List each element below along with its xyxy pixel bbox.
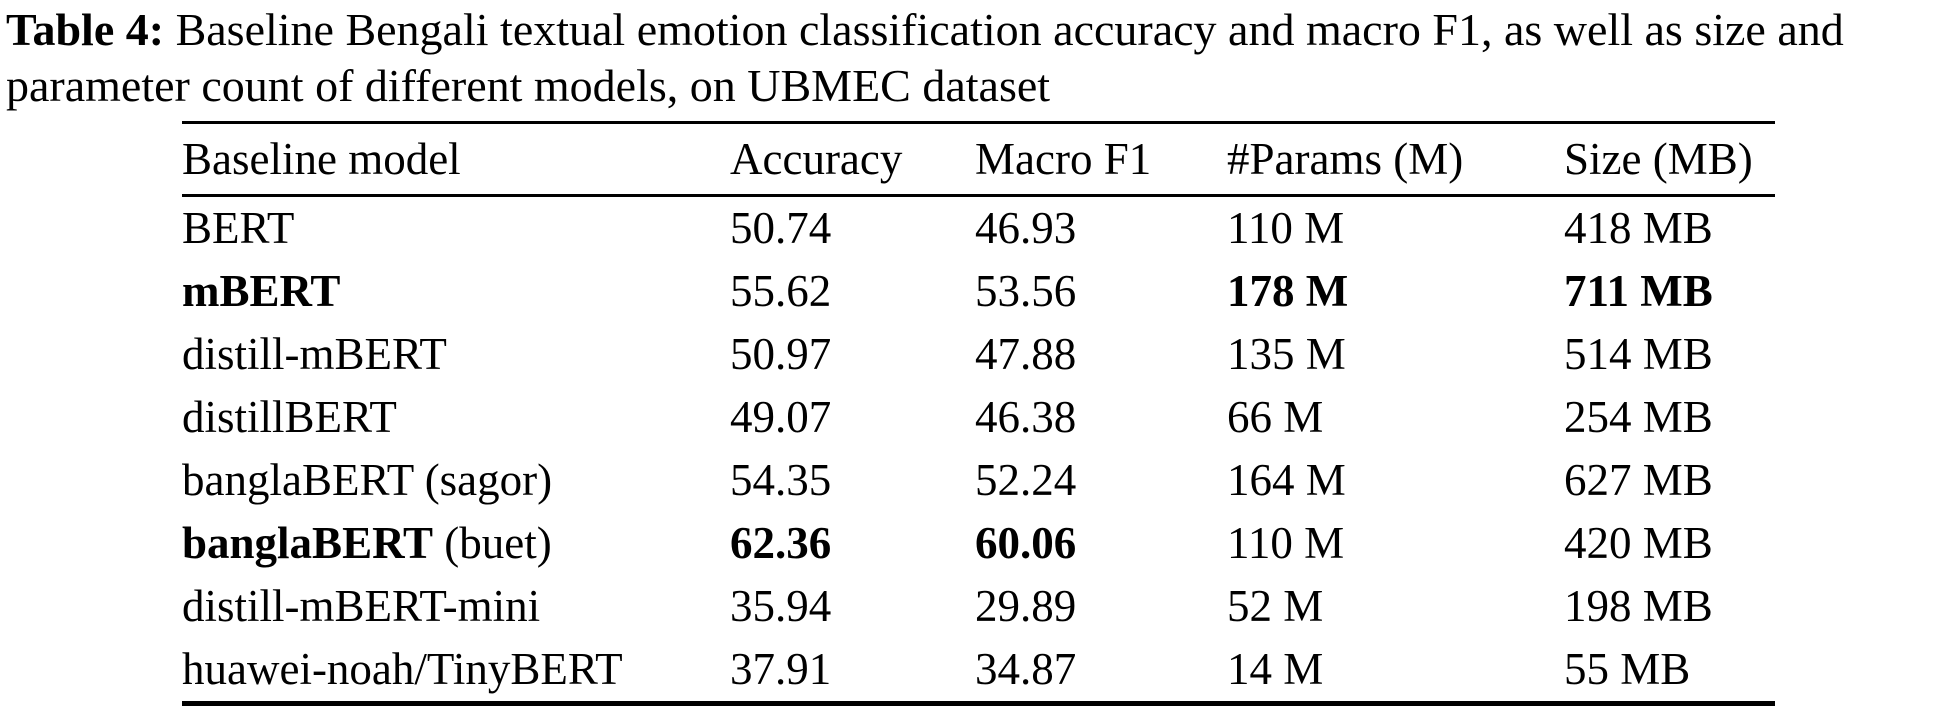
macro-f1-cell: 60.06 [975,518,1077,568]
macro-f1-cell: 47.88 [975,329,1077,379]
model-cell: huawei-noah/TinyBERT [182,638,730,701]
baseline-results-table: Baseline model Accuracy Macro F1 #Params… [182,121,1775,706]
params-cell: 110 M [1227,203,1345,253]
table-row: distill-mBERT 50.97 47.88 135 M 514 MB [182,323,1775,386]
table-row: distillBERT 49.07 46.38 66 M 254 MB [182,386,1775,449]
table-row: distill-mBERT-mini 35.94 29.89 52 M 198 … [182,575,1775,638]
table-header-rule [182,194,1775,197]
table-row: banglaBERT (buet) 62.36 60.06 110 M 420 … [182,512,1775,575]
model-name: (buet) [433,518,552,568]
model-cell: distillBERT [182,386,730,449]
table-row: banglaBERT (sagor) 54.35 52.24 164 M 627… [182,449,1775,512]
size-cell: 418 MB [1564,203,1713,253]
size-cell: 514 MB [1564,329,1713,379]
column-header-accuracy: Accuracy [730,134,903,184]
model-name: distill-mBERT-mini [182,581,541,631]
params-cell: 52 M [1227,581,1324,631]
table-caption: Table 4: Baseline Bengali textual emotio… [6,2,1948,114]
macro-f1-cell: 46.93 [975,203,1077,253]
accuracy-cell: 62.36 [730,518,832,568]
params-cell: 164 M [1227,455,1346,505]
accuracy-cell: 35.94 [730,581,832,631]
table-row: mBERT 55.62 53.56 178 M 711 MB [182,260,1775,323]
column-header-size: Size (MB) [1564,134,1753,184]
model-name-bold: banglaBERT [182,518,434,568]
table-caption-label: Table 4: [6,4,165,55]
accuracy-cell: 37.91 [730,644,832,694]
model-cell: distill-mBERT-mini [182,575,730,638]
params-cell: 135 M [1227,329,1346,379]
model-name-bold: mBERT [182,266,341,316]
model-cell: banglaBERT (buet) [182,512,730,575]
model-cell: mBERT [182,260,730,323]
size-cell: 420 MB [1564,518,1713,568]
params-cell: 14 M [1227,644,1324,694]
model-name: huawei-noah/TinyBERT [182,644,623,694]
macro-f1-cell: 46.38 [975,392,1077,442]
size-cell: 198 MB [1564,581,1713,631]
params-cell: 66 M [1227,392,1324,442]
column-header-macro-f1: Macro F1 [975,134,1152,184]
table-top-rule [182,121,1775,124]
model-name: distill-mBERT [182,329,447,379]
accuracy-cell: 50.97 [730,329,832,379]
macro-f1-cell: 34.87 [975,644,1077,694]
size-cell: 711 MB [1564,266,1713,316]
table-row: BERT 50.74 46.93 110 M 418 MB [182,197,1775,260]
model-cell: BERT [182,197,730,260]
table-row: huawei-noah/TinyBERT 37.91 34.87 14 M 55… [182,638,1775,701]
accuracy-cell: 49.07 [730,392,832,442]
model-name: distillBERT [182,392,397,442]
size-cell: 627 MB [1564,455,1713,505]
column-header-params: #Params (M) [1227,134,1464,184]
accuracy-cell: 55.62 [730,266,832,316]
size-cell: 254 MB [1564,392,1713,442]
accuracy-cell: 54.35 [730,455,832,505]
model-name: banglaBERT (sagor) [182,455,553,505]
macro-f1-cell: 29.89 [975,581,1077,631]
column-header-model: Baseline model [182,134,461,184]
model-cell: banglaBERT (sagor) [182,449,730,512]
macro-f1-cell: 53.56 [975,266,1077,316]
table-header-row: Baseline model Accuracy Macro F1 #Params… [182,124,1775,194]
params-cell: 178 M [1227,266,1349,316]
macro-f1-cell: 52.24 [975,455,1077,505]
table-caption-text: Baseline Bengali textual emotion classif… [6,4,1844,111]
model-cell: distill-mBERT [182,323,730,386]
size-cell: 55 MB [1564,644,1691,694]
params-cell: 110 M [1227,518,1345,568]
accuracy-cell: 50.74 [730,203,832,253]
model-name: BERT [182,203,295,253]
table-bottom-rule [182,701,1775,706]
